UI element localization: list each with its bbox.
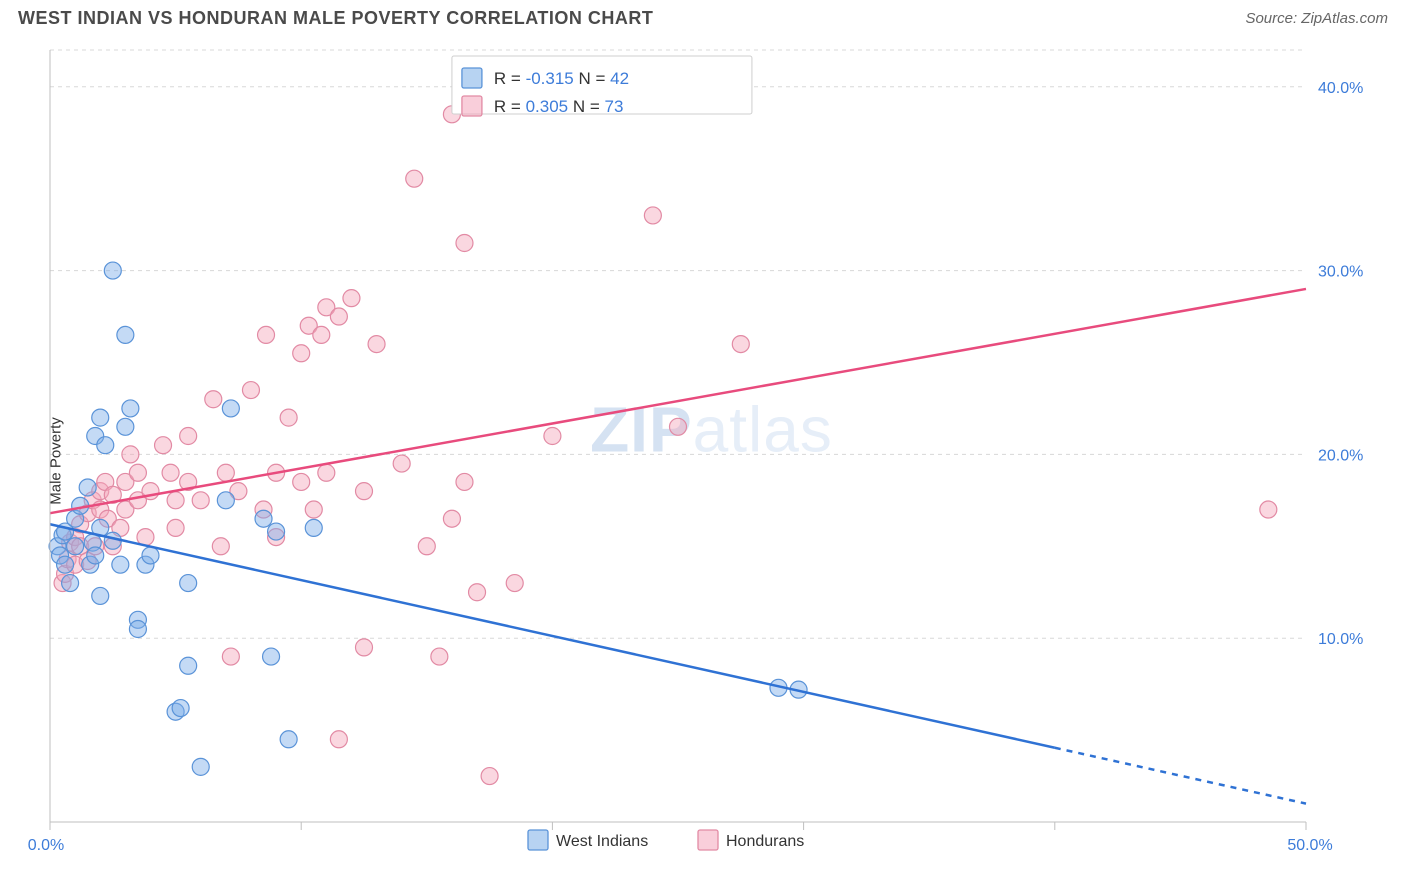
legend-swatch: [528, 830, 548, 850]
data-point: [343, 290, 360, 307]
data-point: [293, 473, 310, 490]
y-axis-label: Male Poverty: [47, 417, 64, 505]
data-point: [418, 538, 435, 555]
scatter-chart: ZIPatlas 0.0% 50.0% 10.0% 20.0% 30.0% 40.0% R =…: [18, 42, 1388, 880]
data-point: [192, 492, 209, 509]
data-point: [356, 483, 373, 500]
data-point: [217, 492, 234, 509]
data-point: [222, 400, 239, 417]
x-tick-label: 0.0%: [28, 837, 64, 854]
data-point: [506, 575, 523, 592]
data-point: [67, 538, 84, 555]
data-point: [330, 308, 347, 325]
data-point: [280, 409, 297, 426]
watermark: ZIPatlas: [590, 393, 833, 465]
data-point: [305, 519, 322, 536]
data-point: [172, 700, 189, 717]
data-point: [112, 556, 129, 573]
data-point: [406, 170, 423, 187]
x-tick-label: 50.0%: [1287, 837, 1332, 854]
data-point: [469, 584, 486, 601]
data-point: [670, 418, 687, 435]
data-point: [330, 731, 347, 748]
data-point: [129, 464, 146, 481]
data-point: [155, 437, 172, 454]
data-point: [122, 400, 139, 417]
data-point: [79, 479, 96, 496]
legend-label: Hondurans: [726, 833, 804, 850]
data-point: [368, 336, 385, 353]
legend-label: West Indians: [556, 833, 648, 850]
header-bar: WEST INDIAN VS HONDURAN MALE POVERTY COR…: [0, 0, 1406, 33]
data-point: [443, 510, 460, 527]
chart-title: WEST INDIAN VS HONDURAN MALE POVERTY COR…: [18, 8, 653, 29]
trend-line: [50, 524, 1055, 748]
data-point: [180, 428, 197, 445]
data-point: [162, 464, 179, 481]
stats-row: R = -0.315 N = 42: [494, 69, 629, 88]
data-point: [255, 510, 272, 527]
source-attribution: Source: ZipAtlas.com: [1245, 10, 1388, 27]
stats-swatch: [462, 68, 482, 88]
data-point: [313, 326, 330, 343]
y-tick-label: 30.0%: [1318, 264, 1363, 281]
data-point: [167, 492, 184, 509]
data-point: [644, 207, 661, 224]
trend-line-extrapolated: [1055, 748, 1306, 804]
data-point: [1260, 501, 1277, 518]
data-point: [92, 409, 109, 426]
data-point: [242, 382, 259, 399]
y-tick-label: 10.0%: [1318, 631, 1363, 648]
stats-row: R = 0.305 N = 73: [494, 97, 624, 116]
data-point: [217, 464, 234, 481]
y-tick-label: 20.0%: [1318, 447, 1363, 464]
stats-swatch: [462, 96, 482, 116]
chart-container: Male Poverty ZIPatlas 0.0% 50.0% 10.0% 20.0%…: [18, 42, 1388, 880]
data-point: [92, 587, 109, 604]
data-point: [258, 326, 275, 343]
data-point: [293, 345, 310, 362]
legend-swatch: [698, 830, 718, 850]
data-point: [356, 639, 373, 656]
data-point: [167, 519, 184, 536]
data-point: [129, 621, 146, 638]
data-point: [263, 648, 280, 665]
data-point: [481, 768, 498, 785]
data-point: [305, 501, 322, 518]
data-point: [732, 336, 749, 353]
data-point: [97, 437, 114, 454]
y-tick-label: 40.0%: [1318, 80, 1363, 97]
data-point: [180, 575, 197, 592]
data-point: [205, 391, 222, 408]
trend-line: [50, 289, 1306, 513]
data-point: [62, 575, 79, 592]
data-point: [117, 418, 134, 435]
data-point: [117, 326, 134, 343]
data-point: [456, 473, 473, 490]
data-point: [544, 428, 561, 445]
data-point: [222, 648, 239, 665]
data-point: [192, 758, 209, 775]
data-point: [180, 657, 197, 674]
data-point: [104, 262, 121, 279]
data-point: [456, 235, 473, 252]
data-point: [142, 547, 159, 564]
data-point: [122, 446, 139, 463]
data-point: [212, 538, 229, 555]
data-point: [318, 464, 335, 481]
data-point: [87, 547, 104, 564]
data-point: [431, 648, 448, 665]
data-point: [280, 731, 297, 748]
data-point: [268, 523, 285, 540]
data-point: [57, 556, 74, 573]
data-point: [393, 455, 410, 472]
